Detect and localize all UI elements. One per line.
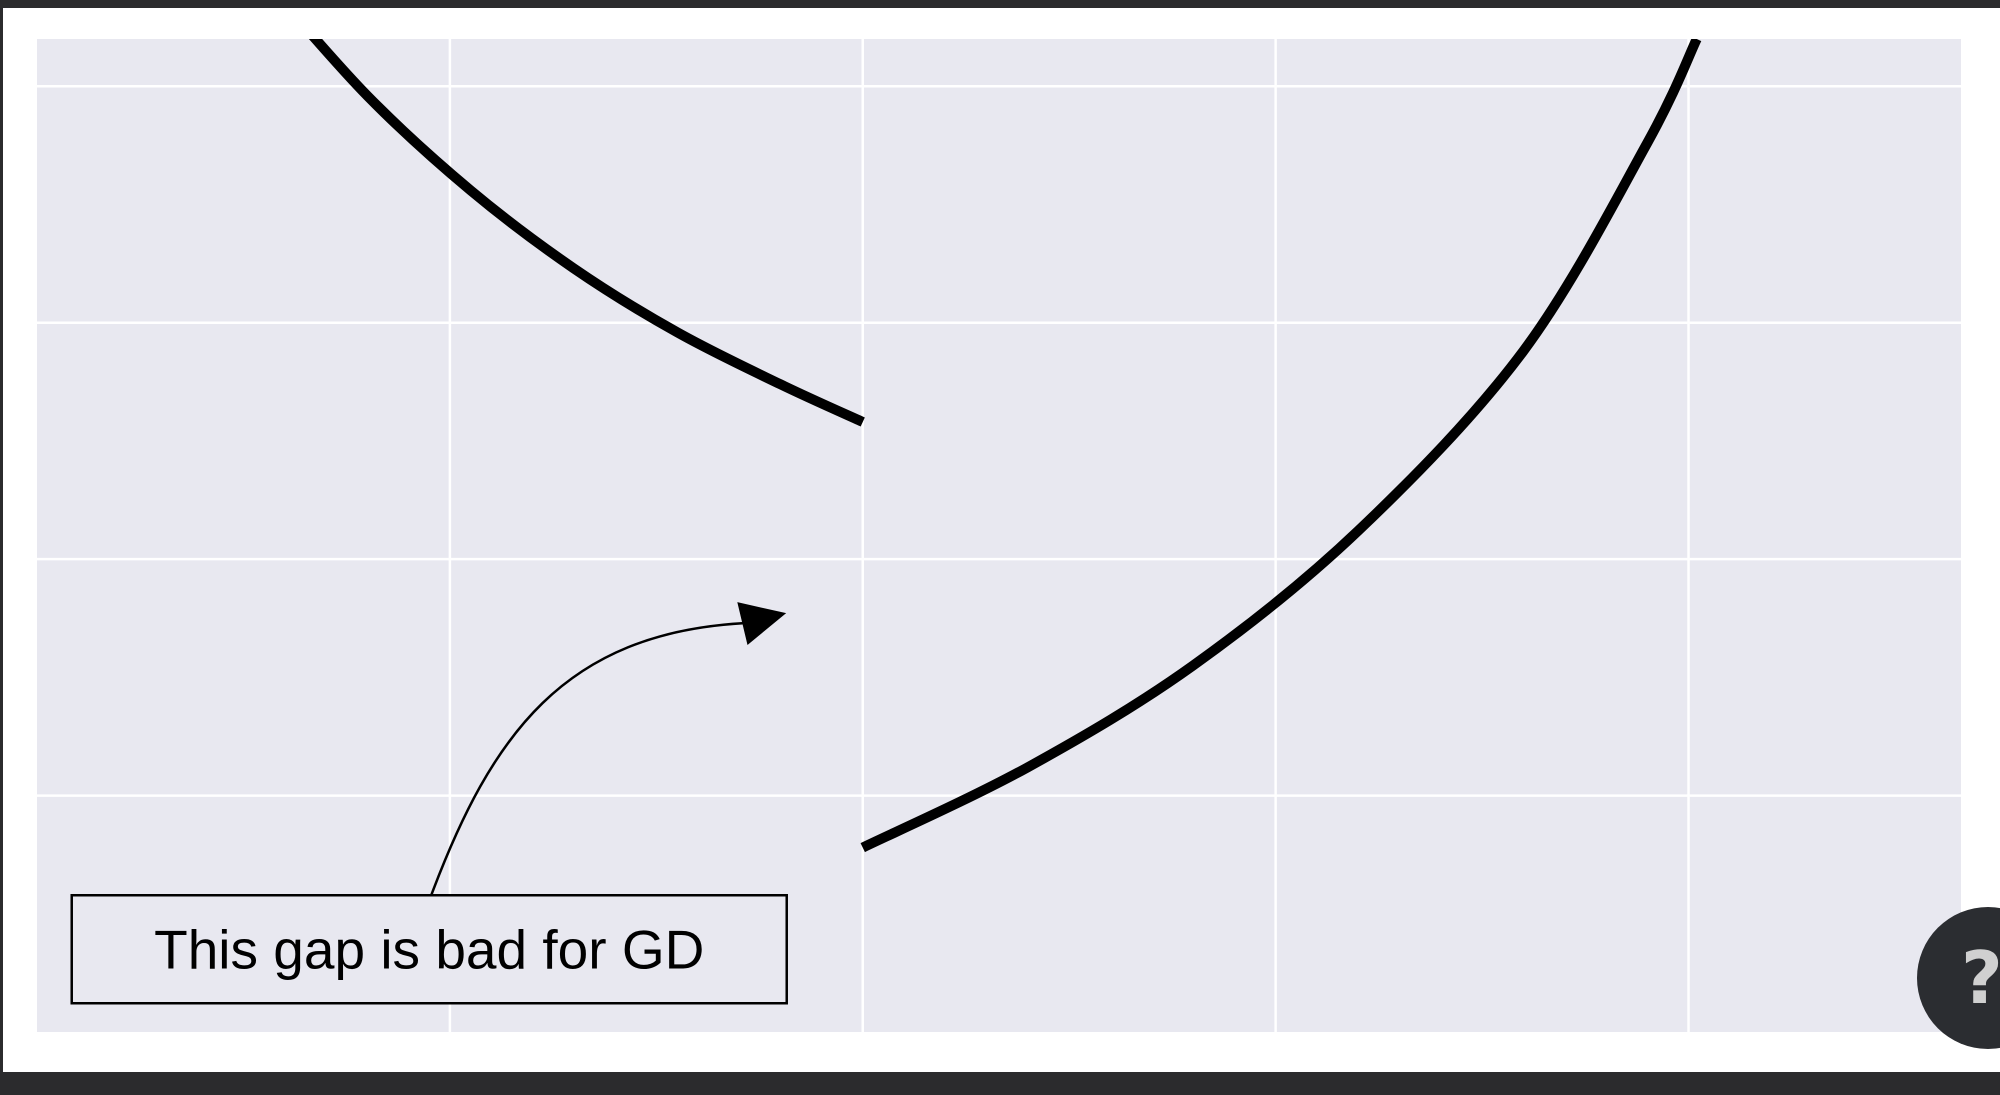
series-layer [308, 39, 1702, 853]
series-line-1 [308, 39, 865, 427]
annotation-arrowhead [737, 602, 787, 645]
series-line-2 [860, 39, 1702, 853]
annotation-box [70, 894, 788, 1005]
annotation: This gap is bad for GD [70, 602, 788, 1005]
annotation-text: This gap is bad for GD [154, 918, 704, 980]
plot-area [37, 39, 1961, 1032]
annotation-arrow [430, 621, 745, 896]
